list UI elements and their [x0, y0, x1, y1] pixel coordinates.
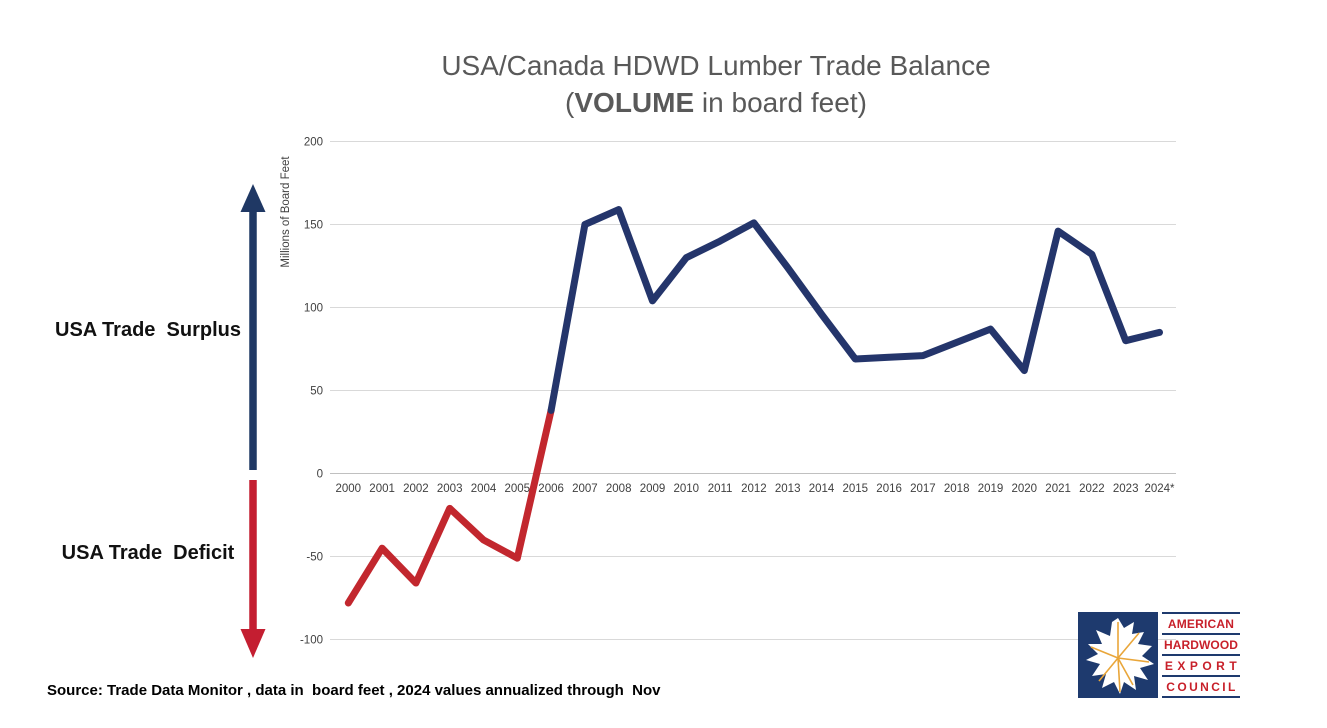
title-units: in board feet) [694, 87, 867, 118]
y-tick-label: 0 [317, 469, 323, 481]
chart-title: USA/Canada HDWD Lumber Trade Balance (VO… [200, 50, 1232, 119]
x-tick-label: 2004 [471, 483, 497, 495]
x-tick-label: 2012 [741, 483, 767, 495]
surplus-label: USA Trade Surplus [55, 319, 241, 341]
x-tick-label: 2013 [775, 483, 801, 495]
logo-line-export: EXPORT [1162, 654, 1240, 675]
y-tick-label: 150 [304, 220, 323, 232]
x-tick-label: 2024* [1144, 483, 1175, 495]
surplus-arrow [240, 184, 266, 470]
x-tick-label: 2009 [640, 483, 666, 495]
y-tick-label: -100 [300, 635, 323, 647]
logo-line-hardwood: HARDWOOD [1162, 633, 1240, 654]
logo-line-american: AMERICAN [1162, 612, 1240, 633]
x-tick-label: 2018 [944, 483, 970, 495]
chart-title-line1: USA/Canada HDWD Lumber Trade Balance [441, 50, 991, 81]
x-tick-label: 2007 [572, 483, 598, 495]
x-tick-label: 2019 [978, 483, 1004, 495]
x-tick-label: 2008 [606, 483, 632, 495]
x-tick-label: 2022 [1079, 483, 1105, 495]
source-note: Source: Trade Data Monitor , data in boa… [47, 682, 661, 699]
x-tick-label: 2001 [369, 483, 395, 495]
x-tick-label: 2010 [674, 483, 700, 495]
title-volume-bold: VOLUME [574, 87, 695, 118]
trade-balance-line-surplus-era [547, 206, 1163, 414]
x-tick-label: 2021 [1045, 483, 1071, 495]
x-tick-label: 2020 [1012, 483, 1038, 495]
ahec-logo: AMERICAN HARDWOOD EXPORT COUNCIL [1078, 612, 1240, 698]
oak-leaf-icon [1078, 612, 1158, 698]
x-tick-label: 2014 [809, 483, 835, 495]
y-tick-label: 200 [304, 137, 323, 149]
y-tick-label: 100 [304, 303, 323, 315]
x-tick-label: 2017 [910, 483, 936, 495]
logo-wordmark: AMERICAN HARDWOOD EXPORT COUNCIL [1162, 612, 1240, 698]
x-tick-label: 2005 [505, 483, 531, 495]
deficit-label: USA Trade Deficit [61, 542, 235, 564]
deficit-arrow [240, 480, 266, 658]
y-tick-label: 50 [310, 386, 323, 398]
y-tick-label: -50 [306, 552, 323, 564]
trade-balance-line-deficit-era [344, 406, 555, 607]
chart-title-line2: (VOLUME in board feet) [200, 87, 1232, 119]
x-tick-label: 2003 [437, 483, 463, 495]
x-tick-label: 2016 [876, 483, 902, 495]
y-axis-title: Millions of Board Feet [280, 156, 292, 268]
x-tick-label: 2011 [708, 483, 733, 495]
logo-line-council: COUNCIL [1162, 675, 1240, 698]
x-tick-label: 2015 [843, 483, 869, 495]
x-tick-label: 2002 [403, 483, 429, 495]
x-tick-label: 2000 [336, 483, 362, 495]
x-tick-label: 2023 [1113, 483, 1139, 495]
title-paren: ( [565, 87, 575, 118]
x-tick-label: 2006 [538, 483, 564, 495]
